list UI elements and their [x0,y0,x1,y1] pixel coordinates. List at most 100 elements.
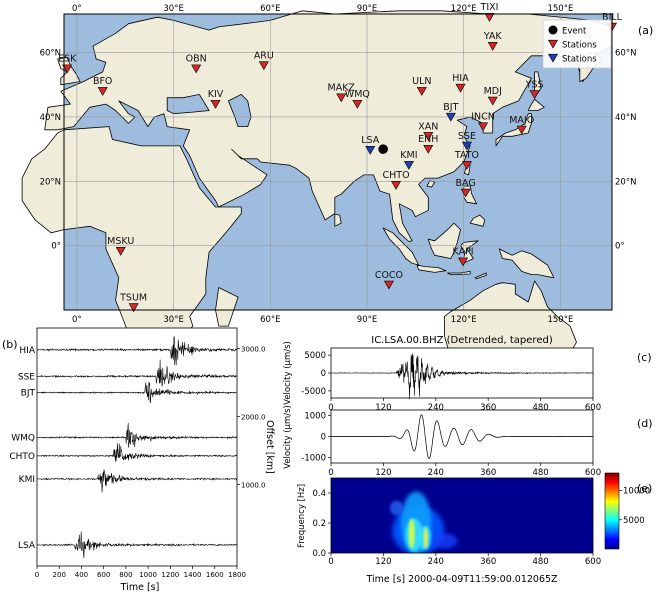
trace-label: BJT [21,389,36,399]
event-dot [378,144,388,154]
spectrogram-xlabel: Time [s] 2000-04-09T11:59:00.012065Z [365,574,558,585]
station-label: ULN [412,76,431,87]
station-marker [191,64,202,74]
station-bjt: BJT [443,102,459,122]
y-tick-label: 3000.0 [241,345,266,353]
legend-event-dot [548,25,558,35]
y-tick-label: 1000.0 [241,481,266,489]
x-tick-label: 240 [428,468,444,478]
velocity-panel: IC.LSA.00.BHZ (Detrended, tapered) 0 120 2… [283,335,652,413]
spectrogram-ticks: 0 120 240 360 480 600 0.0 0.2 0.4 [312,489,601,567]
x-tick-label: 0 [328,468,333,478]
station-label: INCN [471,112,495,123]
station-marker [445,112,456,122]
black-sea [166,93,210,115]
station-label: XAN [418,121,438,132]
land-flores [447,270,471,276]
spectrogram-ylabel: Frequency [Hz] [297,484,307,548]
x-tick-label: 120 [375,557,391,567]
x-tick-label: 600 [585,557,601,567]
station-kmi: KMI [400,150,418,170]
x-tick-label: 120 [375,468,391,478]
legend-station-marker [547,53,559,63]
station-marker [455,83,466,93]
spectral-energy-blob [389,500,404,516]
station-sse: SSE [458,131,476,151]
station-label: MDJ [484,86,502,97]
trace-label: HIA [19,346,35,356]
station-marker [210,99,221,109]
spectrogram-background [331,478,593,553]
y-tick-label: 2000.0 [241,413,266,421]
lon-tick-top: 0° [72,4,82,14]
lon-tick-top: 150°E [547,4,573,14]
trace-waveform [36,422,238,448]
station-label: BAG [456,178,476,189]
station-label: YSS [525,79,544,90]
station-label: LSA [361,135,379,146]
trace-hia: HIA [19,336,238,366]
station-label: ESK [58,54,77,65]
legend-label: Event [562,27,587,37]
station-tsum: TSUM [119,292,147,313]
x-tick-label: 360 [480,468,496,478]
trace-kmi: KMI [19,469,238,493]
event-marker [378,144,388,154]
trace-bjt: BJT [21,381,238,404]
land-java [416,264,447,273]
station-lsa: LSA [361,135,380,155]
record-section-frame [36,327,238,567]
x-tick-label: 0 [328,557,333,567]
spectral-energy-blob [431,533,458,549]
trace-waveform [36,359,237,387]
y-tick-label: 5000 [304,351,326,361]
trace-waveform [36,443,238,462]
station-label: BJT [443,102,458,113]
lon-tick-top: 120°E [451,4,477,14]
lon-tick-bottom: 60°E [260,315,280,325]
map-legend: Event Stations Stations [542,19,612,69]
panel-label-a: (a) [638,24,653,37]
panel-label-c: (c) [637,351,652,364]
station-marker [403,161,414,170]
filtered-velocity-ylabel: Velocity (µm/s) [283,405,293,469]
land-hokkaido [527,98,545,111]
trace-sse: SSE [18,359,237,387]
land-madagascar [215,287,239,327]
land-sumatra [382,227,420,266]
lat-tick-right: 40°N [615,113,636,123]
colorbar [604,472,620,550]
legend-entry: Stations [547,53,597,65]
station-enh: ENH [418,134,438,154]
station-marker [460,188,471,198]
spectrogram-frame [330,477,594,554]
y-tick-label: -5000 [301,387,326,397]
y-tick-label: -1000 [301,454,326,464]
y-tick-label: 0.2 [312,519,326,529]
x-tick-label: 480 [532,468,548,478]
station-xan: XAN [418,121,438,141]
station-tixi: TIXI [480,2,498,22]
station-label: MAJO [509,115,534,126]
trace-label: SSE [18,372,35,382]
x-tick-label: 200 [53,571,66,579]
station-coco: COCO [375,270,403,290]
station-label: YAK [483,31,503,42]
station-marker [365,145,376,155]
station-bag: BAG [456,178,476,198]
record-section-ticks: 0 200 400 600 800 1000 1200 1400 1600 1800 1000.0 2… [35,345,266,579]
y-tick-label: 0.4 [312,489,326,499]
station-tato: TATO [454,150,479,170]
station-obn: OBN [186,54,207,74]
lon-tick-top: 90°E [357,4,377,14]
trace-label: KMI [19,475,35,485]
x-tick-label: 600 [585,468,601,478]
station-marker [336,93,347,103]
station-kiv: KIV [208,89,224,109]
record-section-ylabel: Offset [km] [264,420,275,474]
legend-label: Stations [562,41,597,51]
velocity-ylabel: Velocity (µm/s) [283,341,293,405]
x-tick-label: 480 [532,557,548,567]
spectrogram-panel: 0 120 240 360 480 600 0.0 0.2 0.4 Time [s] 2000-… [297,472,652,585]
caspian-sea [227,93,252,127]
